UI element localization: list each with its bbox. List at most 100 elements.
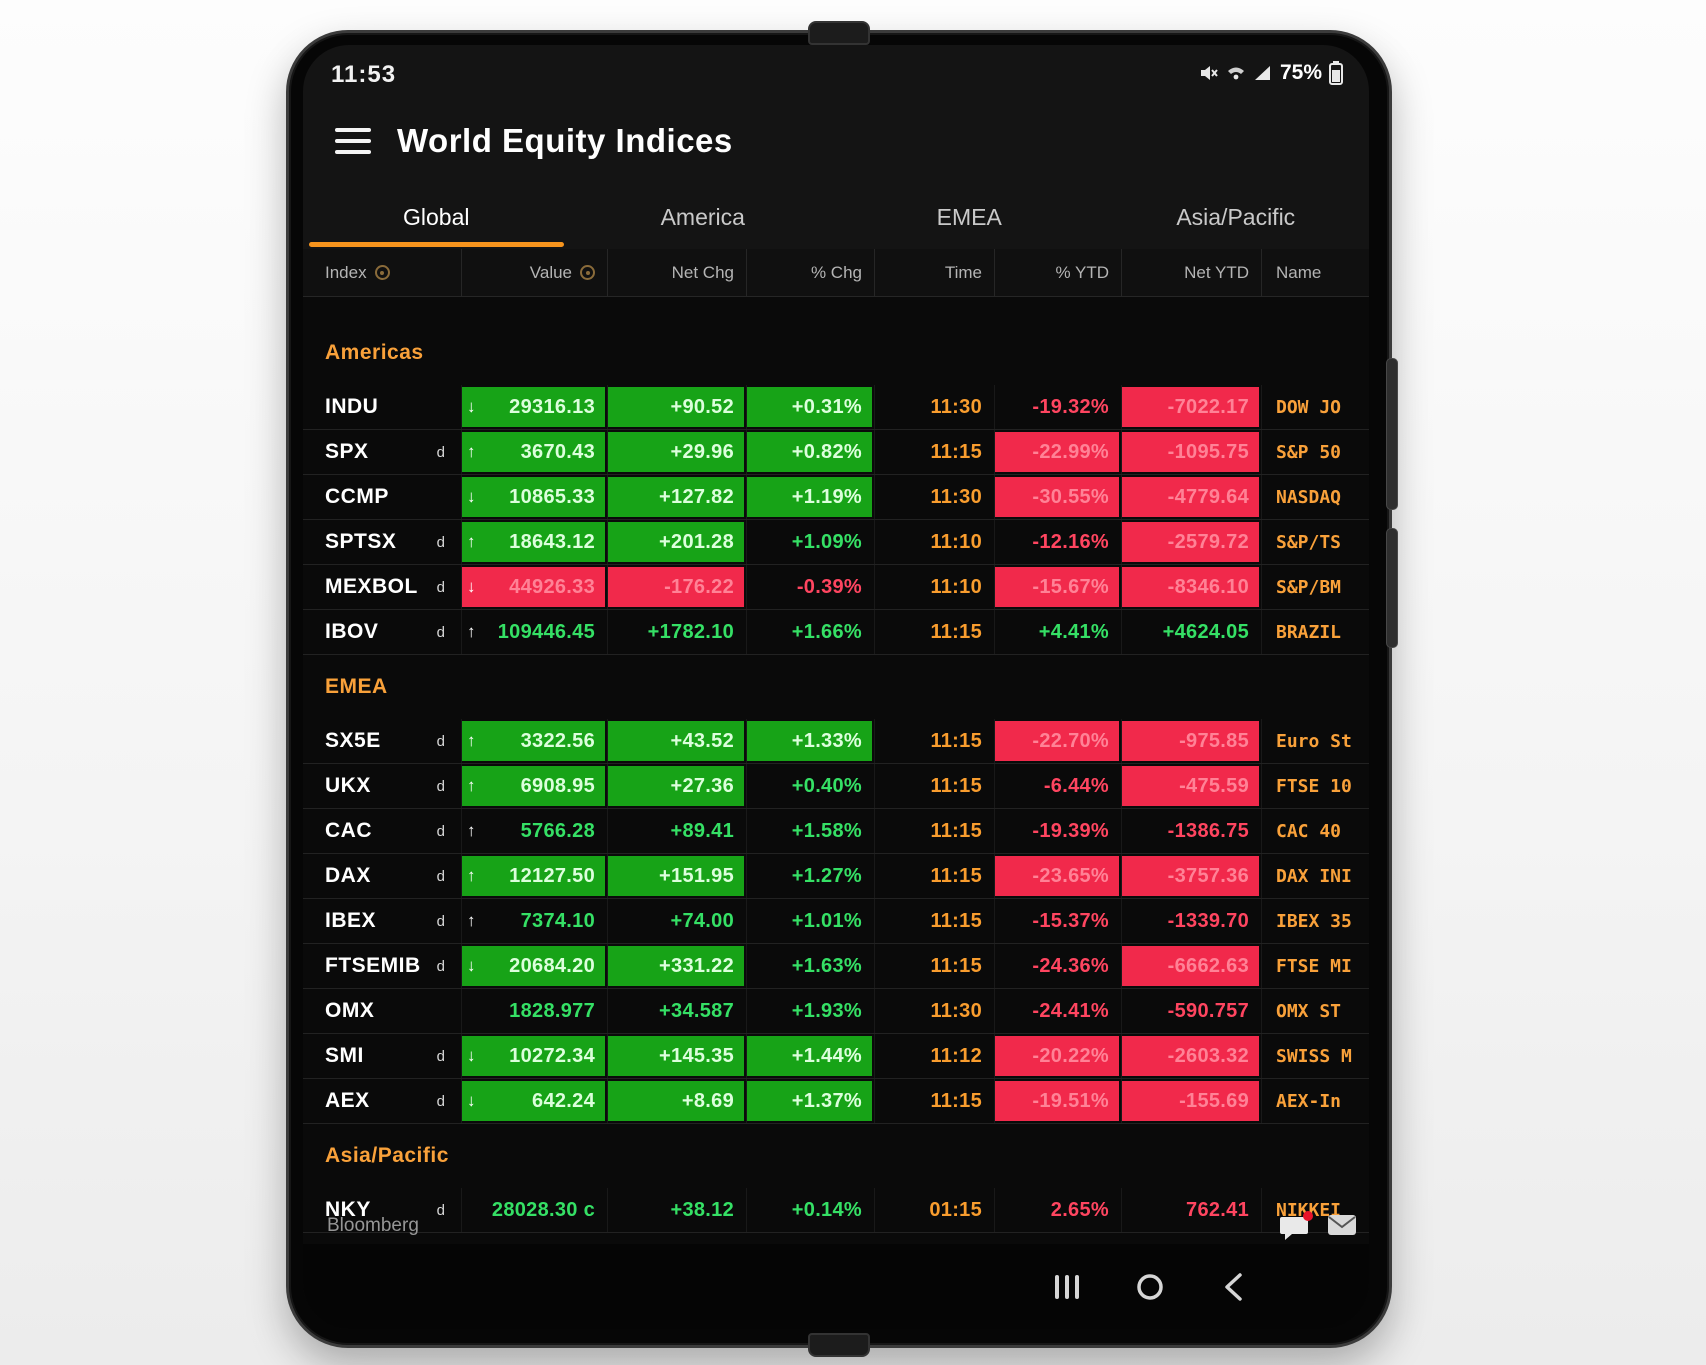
table-row-nky[interactable]: NKY d 28028.30 c +38.12 +0.14% 01:15 2.65…: [303, 1188, 1369, 1233]
pct-ytd-cell: -23.65%: [1032, 864, 1109, 887]
table-row-sptsx[interactable]: SPTSX d ↑ 18643.12 +201.28 +1.09% 11:10 -1…: [303, 520, 1369, 565]
tab-label: Asia/Pacific: [1176, 203, 1296, 230]
pct-chg-cell: +1.37%: [791, 1089, 862, 1112]
column-header-index[interactable]: Index: [303, 249, 461, 296]
wifi-icon: [1226, 63, 1246, 83]
index-ticker: CAC: [325, 819, 372, 842]
notification-dot: [1303, 1210, 1313, 1221]
column-header-netytd[interactable]: Net YTD: [1121, 249, 1261, 296]
back-icon[interactable]: [1221, 1272, 1247, 1302]
session-flag: d: [436, 1047, 445, 1065]
index-ticker: IBOV: [325, 620, 379, 643]
value-cell: 3322.56: [520, 729, 595, 752]
index-name: NASDAQ: [1276, 486, 1342, 508]
info-icon[interactable]: [374, 265, 390, 280]
home-icon[interactable]: [1135, 1272, 1165, 1302]
pct-chg-cell: +0.14%: [791, 1198, 862, 1221]
battery-percent: 75%: [1279, 61, 1322, 84]
session-flag: d: [436, 443, 445, 461]
index-name: S&P 50: [1276, 441, 1342, 463]
tick-arrow-icon: ↓: [467, 956, 476, 975]
recents-icon[interactable]: [1055, 1275, 1079, 1299]
pct-ytd-cell: -15.37%: [1032, 909, 1109, 932]
net-ytd-cell: -7022.17: [1167, 395, 1249, 418]
column-header-pct[interactable]: % Chg: [746, 249, 874, 296]
table-row-ibex[interactable]: IBEX d ↑ 7374.10 +74.00 +1.01% 11:15 -15.3…: [303, 899, 1369, 944]
table-row-ccmp[interactable]: CCMP ↓ 10865.33 +127.82 +1.19% 11:30 -30.…: [303, 475, 1369, 520]
table-row-spx[interactable]: SPX d ↑ 3670.43 +29.96 +0.82% 11:15 -22.99…: [303, 430, 1369, 475]
tab-america[interactable]: America: [570, 185, 837, 249]
phone-frame: 11:53 75% World Equity Indices: [286, 21, 1398, 1357]
index-ticker: CCMP: [325, 485, 389, 508]
table-row-ftsemib[interactable]: FTSEMIB d ↓ 20684.20 +331.22 +1.63% 11:15 …: [303, 944, 1369, 989]
tick-arrow-icon: ↑: [467, 776, 476, 795]
time-cell: 11:12: [930, 1044, 982, 1067]
table-row-omx[interactable]: OMX 1828.977 +34.587 +1.93% 11:30 -24.41…: [303, 989, 1369, 1034]
mail-icon[interactable]: [1327, 1213, 1357, 1242]
pct-ytd-cell: -12.16%: [1032, 530, 1109, 553]
index-ticker: SMI: [325, 1044, 364, 1067]
net-chg-cell: +151.95: [659, 864, 734, 887]
index-name: CAC 40: [1276, 820, 1342, 842]
net-ytd-cell: -975.85: [1179, 729, 1249, 752]
chat-notification-icon[interactable]: [1279, 1210, 1313, 1242]
time-cell: 11:15: [930, 819, 982, 842]
table-row-smi[interactable]: SMI d ↓ 10272.34 +145.35 +1.44% 11:12 -20.…: [303, 1034, 1369, 1079]
column-header-value[interactable]: Value: [461, 249, 607, 296]
net-ytd-cell: +4624.05: [1162, 620, 1249, 643]
net-chg-cell: +27.36: [670, 774, 734, 797]
session-flag: d: [436, 623, 445, 641]
section-header-americas: Americas: [325, 341, 424, 364]
time-cell: 11:15: [930, 1089, 982, 1112]
table-row-cac[interactable]: CAC d ↑ 5766.28 +89.41 +1.58% 11:15 -19.39…: [303, 809, 1369, 854]
tab-label: Global: [403, 203, 470, 230]
screen: 11:53 75% World Equity Indices: [303, 45, 1369, 1329]
pct-ytd-cell: -22.99%: [1032, 440, 1109, 463]
pct-chg-cell: +1.93%: [791, 999, 862, 1022]
net-ytd-cell: -4779.64: [1167, 485, 1249, 508]
value-cell: 29316.13: [509, 395, 595, 418]
column-header-net[interactable]: Net Chg: [607, 249, 746, 296]
info-icon[interactable]: [580, 265, 595, 280]
time-cell: 11:30: [930, 485, 982, 508]
net-chg-cell: +74.00: [670, 909, 734, 932]
session-flag: d: [436, 732, 445, 750]
tab-emea[interactable]: EMEA: [836, 185, 1103, 249]
index-ticker: FTSEMIB: [325, 954, 421, 977]
session-flag: d: [436, 912, 445, 930]
table-row-ibov[interactable]: IBOV d ↑ 109446.45 +1782.10 +1.66% 11:15 +…: [303, 610, 1369, 655]
index-ticker: SPTSX: [325, 530, 397, 553]
table-row-mexbol[interactable]: MEXBOL d ↓ 44926.33 -176.22 -0.39% 11:10 -…: [303, 565, 1369, 610]
pct-ytd-cell: -19.39%: [1032, 819, 1109, 842]
index-ticker: SX5E: [325, 729, 381, 752]
column-header-time[interactable]: Time: [874, 249, 994, 296]
column-header-name[interactable]: Name: [1261, 249, 1369, 296]
net-chg-cell: +1782.10: [647, 620, 734, 643]
net-chg-cell: +90.52: [670, 395, 734, 418]
value-cell: 10272.34: [509, 1044, 595, 1067]
tab-global[interactable]: Global: [303, 185, 570, 249]
value-cell: 5766.28: [520, 819, 595, 842]
pct-chg-cell: +1.09%: [791, 530, 862, 553]
time-cell: 11:15: [930, 774, 982, 797]
table-row-indu[interactable]: INDU ↓ 29316.13 +90.52 +0.31% 11:30 -19.3…: [303, 385, 1369, 430]
value-cell: 28028.30 c: [491, 1198, 595, 1221]
net-chg-cell: +331.22: [659, 954, 734, 977]
tab-asia-pacific[interactable]: Asia/Pacific: [1103, 185, 1370, 249]
value-cell: 109446.45: [497, 620, 595, 643]
table-row-dax[interactable]: DAX d ↑ 12127.50 +151.95 +1.27% 11:15 -23.…: [303, 854, 1369, 899]
pct-ytd-cell: 2.65%: [1050, 1198, 1109, 1221]
value-cell: 12127.50: [509, 864, 595, 887]
table-row-ukx[interactable]: UKX d ↑ 6908.95 +27.36 +0.40% 11:15 -6.44%…: [303, 764, 1369, 809]
menu-icon[interactable]: [335, 128, 371, 154]
index-ticker: SPX: [325, 440, 369, 463]
table-row-sx5e[interactable]: SX5E d ↑ 3322.56 +43.52 +1.33% 11:15 -22.7…: [303, 719, 1369, 764]
column-header-ytd[interactable]: % YTD: [994, 249, 1121, 296]
pct-chg-cell: +1.19%: [791, 485, 862, 508]
volume-button: [1386, 358, 1398, 510]
table-row-aex[interactable]: AEX d ↓ 642.24 +8.69 +1.37% 11:15 -19.51% …: [303, 1079, 1369, 1124]
index-ticker: NKY: [325, 1198, 371, 1221]
power-button: [1386, 528, 1398, 648]
pct-chg-cell: +1.44%: [791, 1044, 862, 1067]
pct-chg-cell: +0.31%: [791, 395, 862, 418]
